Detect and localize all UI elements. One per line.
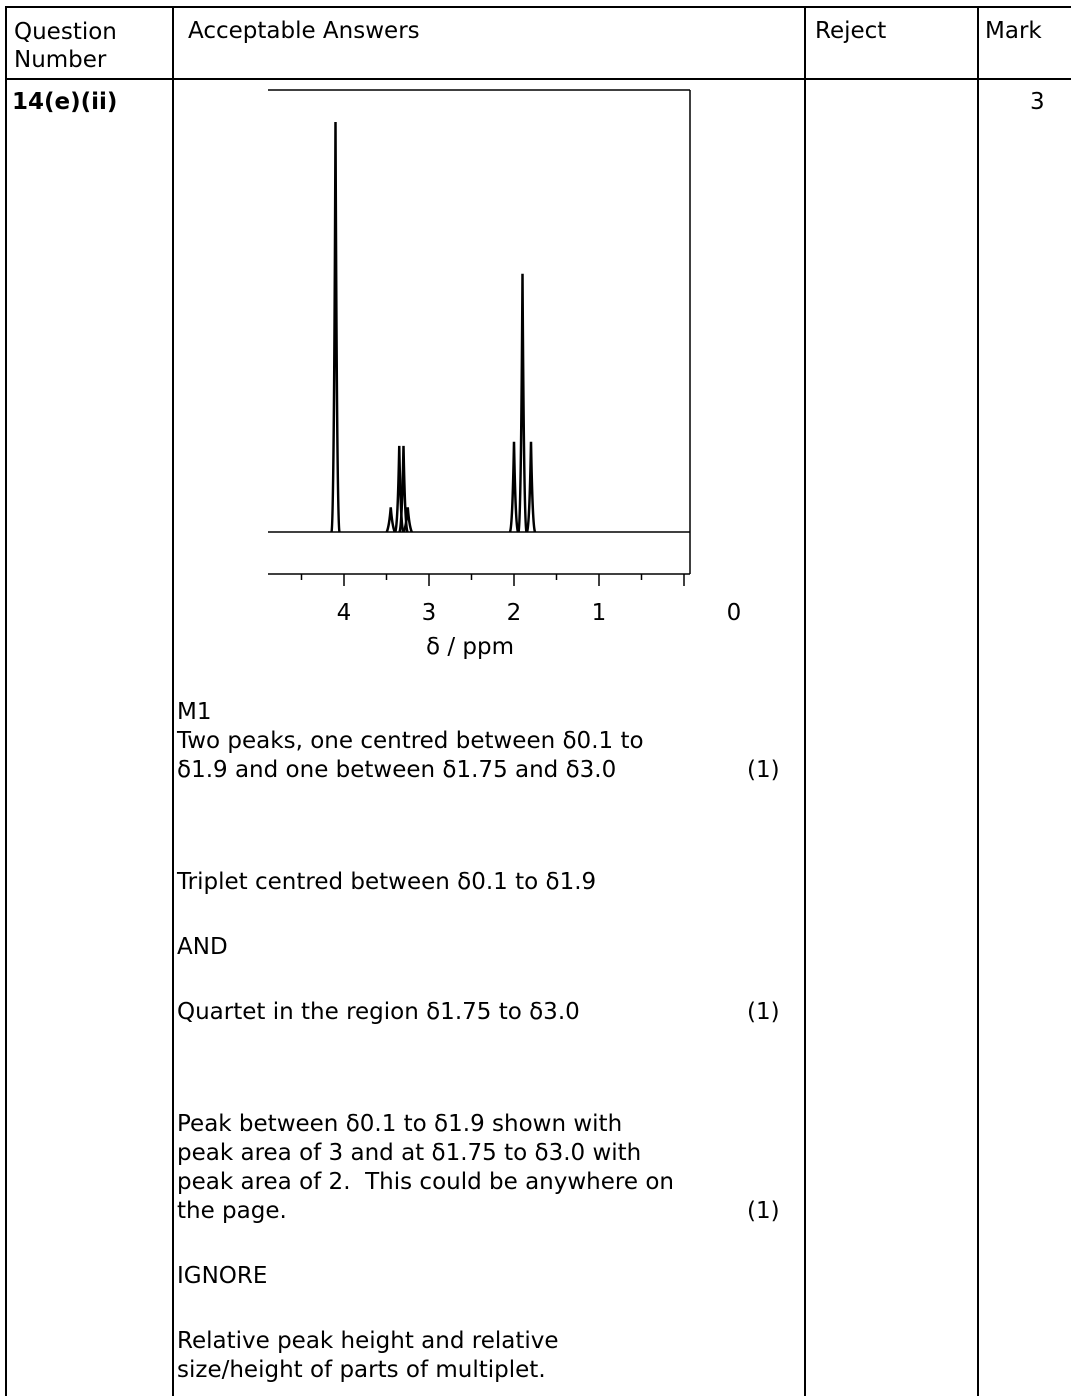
column-divider-reject bbox=[804, 6, 806, 1396]
x-tick-label: 4 bbox=[337, 600, 352, 626]
header-acceptable-answers: Acceptable Answers bbox=[188, 18, 420, 44]
spectrum-peak bbox=[385, 507, 396, 533]
x-axis-tick-labels: 4 3 2 1 0 bbox=[337, 600, 742, 626]
answer-point-4-line-1: Peak between δ0.1 to δ1.9 shown with bbox=[177, 1111, 623, 1137]
ignore-label: IGNORE bbox=[177, 1263, 268, 1289]
ignore-note-line-1: Relative peak height and relative bbox=[177, 1328, 559, 1354]
header-mark: Mark bbox=[985, 18, 1042, 44]
answer-point-1-line-1: Two peaks, one centred between δ0.1 to bbox=[177, 728, 644, 754]
table-top-border bbox=[5, 6, 1071, 8]
x-tick-label: 2 bbox=[507, 600, 522, 626]
x-axis-label: δ / ppm bbox=[426, 634, 514, 660]
answer-point-1-mark: (1) bbox=[747, 757, 780, 783]
answer-point-2: Triplet centred between δ0.1 to δ1.9 bbox=[177, 869, 597, 895]
answer-point-3: Quartet in the region δ1.75 to δ3.0 bbox=[177, 999, 580, 1025]
plot-frame bbox=[268, 89, 691, 575]
spectrum-peak bbox=[517, 273, 528, 533]
m1-label: M1 bbox=[177, 699, 212, 725]
answer-point-4-line-3: peak area of 2. This could be anywhere o… bbox=[177, 1169, 674, 1195]
column-divider-mark bbox=[977, 6, 979, 1396]
spectrum-peaks bbox=[330, 121, 537, 533]
table-left-border bbox=[5, 6, 7, 1396]
header-row-divider bbox=[5, 78, 1071, 80]
mark-value: 3 bbox=[1030, 89, 1045, 115]
answer-point-4-line-2: peak area of 3 and at δ1.75 to δ3.0 with bbox=[177, 1140, 642, 1166]
ignore-note-line-2: size/height of parts of multiplet. bbox=[177, 1357, 546, 1383]
spectrum-peak bbox=[330, 121, 341, 533]
and-connector: AND bbox=[177, 934, 228, 960]
x-axis-ticks bbox=[300, 574, 685, 586]
answer-point-3-mark: (1) bbox=[747, 999, 780, 1025]
answer-point-4-line-4: the page. bbox=[177, 1198, 287, 1224]
spectrum-peak bbox=[508, 441, 520, 533]
answer-point-4-mark: (1) bbox=[747, 1198, 780, 1224]
x-tick-label: 1 bbox=[592, 600, 607, 626]
header-question-number: Question Number bbox=[14, 19, 117, 73]
x-tick-label: 0 bbox=[727, 600, 742, 626]
spectrum-peak bbox=[402, 507, 413, 533]
header-reject: Reject bbox=[815, 18, 887, 44]
answer-point-1-line-2: δ1.9 and one between δ1.75 and δ3.0 bbox=[177, 757, 617, 783]
spectrum-peak bbox=[525, 441, 537, 533]
question-number: 14(e)(ii) bbox=[12, 89, 118, 115]
x-tick-label: 3 bbox=[422, 600, 437, 626]
column-divider-answers bbox=[172, 6, 174, 1396]
nmr-spectrum-chart: 4 3 2 1 0 δ / ppm bbox=[268, 89, 742, 660]
